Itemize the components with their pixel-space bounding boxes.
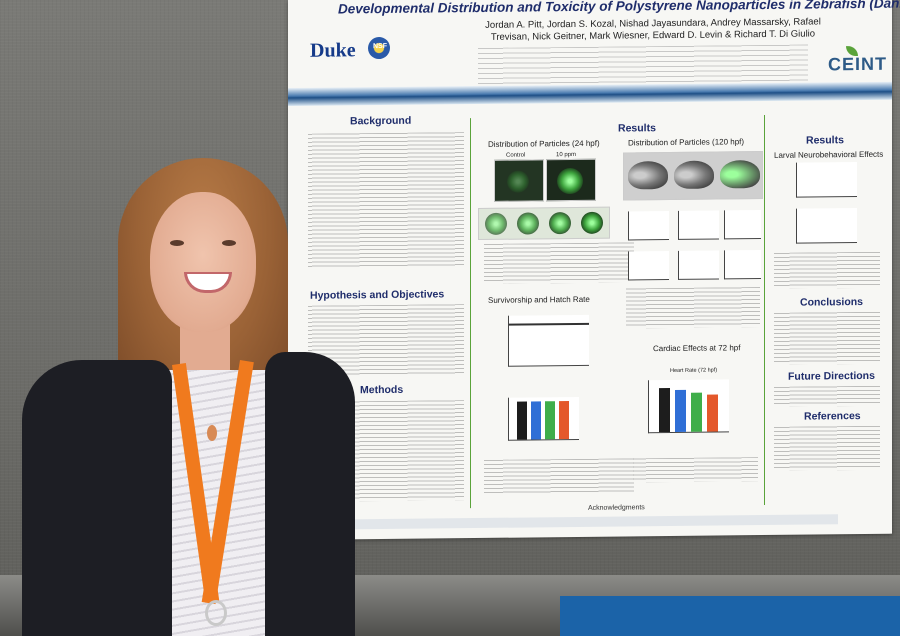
blazer-left: [22, 360, 172, 636]
lanyard-clip: [205, 600, 227, 626]
necklace-pendant: [207, 425, 217, 441]
right-eye: [222, 240, 236, 246]
blue-floor-banner: [560, 596, 900, 636]
face: [150, 192, 256, 332]
left-eye: [170, 240, 184, 246]
blazer-right: [265, 352, 355, 636]
